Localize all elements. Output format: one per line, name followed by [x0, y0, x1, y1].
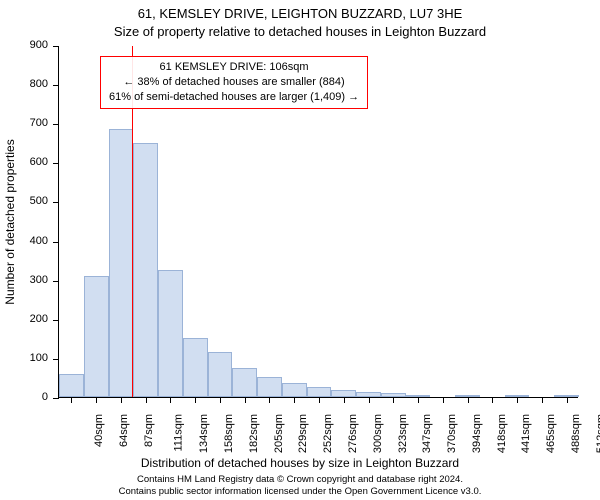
- x-tick-label: 229sqm: [298, 414, 310, 453]
- histogram-bar: [158, 270, 183, 397]
- y-tick-label: 800: [0, 78, 48, 90]
- x-tick: [121, 397, 122, 403]
- histogram-bar: [307, 387, 332, 397]
- attribution-line-2: Contains public sector information licen…: [0, 486, 600, 498]
- x-tick-label: 205sqm: [273, 414, 285, 453]
- x-tick-label: 252sqm: [322, 414, 334, 453]
- y-tick-label: 500: [0, 195, 48, 207]
- y-tick: [53, 281, 59, 282]
- x-tick-label: 441sqm: [520, 414, 532, 453]
- x-tick-label: 465sqm: [545, 414, 557, 453]
- x-tick: [492, 397, 493, 403]
- chart-container: 61, KEMSLEY DRIVE, LEIGHTON BUZZARD, LU7…: [0, 0, 600, 500]
- x-tick-label: 134sqm: [199, 414, 211, 453]
- x-tick: [195, 397, 196, 403]
- x-tick: [220, 397, 221, 403]
- y-tick: [53, 359, 59, 360]
- x-tick-label: 323sqm: [397, 414, 409, 453]
- y-tick: [53, 85, 59, 86]
- x-tick: [96, 397, 97, 403]
- x-tick-label: 87sqm: [143, 414, 155, 447]
- x-tick-label: 111sqm: [172, 414, 184, 452]
- y-tick: [53, 320, 59, 321]
- y-tick: [53, 163, 59, 164]
- x-tick-label: 182sqm: [248, 414, 260, 453]
- title-address: 61, KEMSLEY DRIVE, LEIGHTON BUZZARD, LU7…: [0, 6, 600, 21]
- histogram-bar: [133, 143, 158, 397]
- x-axis-label: Distribution of detached houses by size …: [0, 456, 600, 470]
- x-tick: [269, 397, 270, 403]
- x-tick-label: 158sqm: [223, 414, 235, 453]
- y-tick-label: 0: [0, 391, 48, 403]
- x-tick-label: 276sqm: [347, 414, 359, 453]
- annotation-line-3: 61% of semi-detached houses are larger (…: [109, 90, 359, 105]
- x-tick: [319, 397, 320, 403]
- y-tick-label: 100: [0, 352, 48, 364]
- y-tick: [53, 242, 59, 243]
- x-tick: [245, 397, 246, 403]
- y-tick-label: 400: [0, 235, 48, 247]
- x-tick: [294, 397, 295, 403]
- x-tick: [369, 397, 370, 403]
- x-tick-label: 347sqm: [421, 414, 433, 453]
- x-tick-label: 418sqm: [496, 414, 508, 453]
- x-tick-label: 370sqm: [446, 414, 458, 453]
- histogram-bar: [84, 276, 109, 397]
- histogram-bar: [331, 390, 356, 397]
- x-tick-label: 64sqm: [118, 414, 130, 447]
- x-tick-label: 512sqm: [595, 414, 600, 453]
- y-tick: [53, 398, 59, 399]
- x-tick-label: 488sqm: [570, 414, 582, 453]
- title-description: Size of property relative to detached ho…: [0, 24, 600, 39]
- x-tick: [567, 397, 568, 403]
- annotation-line-1: 61 KEMSLEY DRIVE: 106sqm: [109, 60, 359, 75]
- histogram-bar: [282, 383, 307, 397]
- y-tick: [53, 124, 59, 125]
- x-tick-label: 300sqm: [372, 414, 384, 453]
- x-tick: [146, 397, 147, 403]
- y-tick: [53, 46, 59, 47]
- y-tick-label: 300: [0, 274, 48, 286]
- x-tick: [71, 397, 72, 403]
- x-tick: [443, 397, 444, 403]
- x-tick: [393, 397, 394, 403]
- histogram-bar: [257, 377, 282, 397]
- histogram-bar: [109, 129, 134, 397]
- x-tick: [542, 397, 543, 403]
- x-tick: [170, 397, 171, 403]
- attribution-line-1: Contains HM Land Registry data © Crown c…: [0, 474, 600, 486]
- histogram-bar: [208, 352, 233, 397]
- y-tick-label: 700: [0, 117, 48, 129]
- histogram-bar: [232, 368, 257, 397]
- attribution-block: Contains HM Land Registry data © Crown c…: [0, 474, 600, 498]
- x-tick-label: 40sqm: [93, 414, 105, 447]
- histogram-bar: [183, 338, 208, 397]
- annotation-box: 61 KEMSLEY DRIVE: 106sqm ← 38% of detach…: [100, 56, 368, 109]
- y-tick-label: 600: [0, 156, 48, 168]
- x-tick: [418, 397, 419, 403]
- y-tick: [53, 202, 59, 203]
- x-tick: [517, 397, 518, 403]
- annotation-line-2: ← 38% of detached houses are smaller (88…: [109, 75, 359, 90]
- x-tick: [344, 397, 345, 403]
- y-tick-label: 200: [0, 313, 48, 325]
- x-tick: [468, 397, 469, 403]
- y-tick-label: 900: [0, 39, 48, 51]
- x-tick-label: 394sqm: [471, 414, 483, 453]
- histogram-bar: [59, 374, 84, 397]
